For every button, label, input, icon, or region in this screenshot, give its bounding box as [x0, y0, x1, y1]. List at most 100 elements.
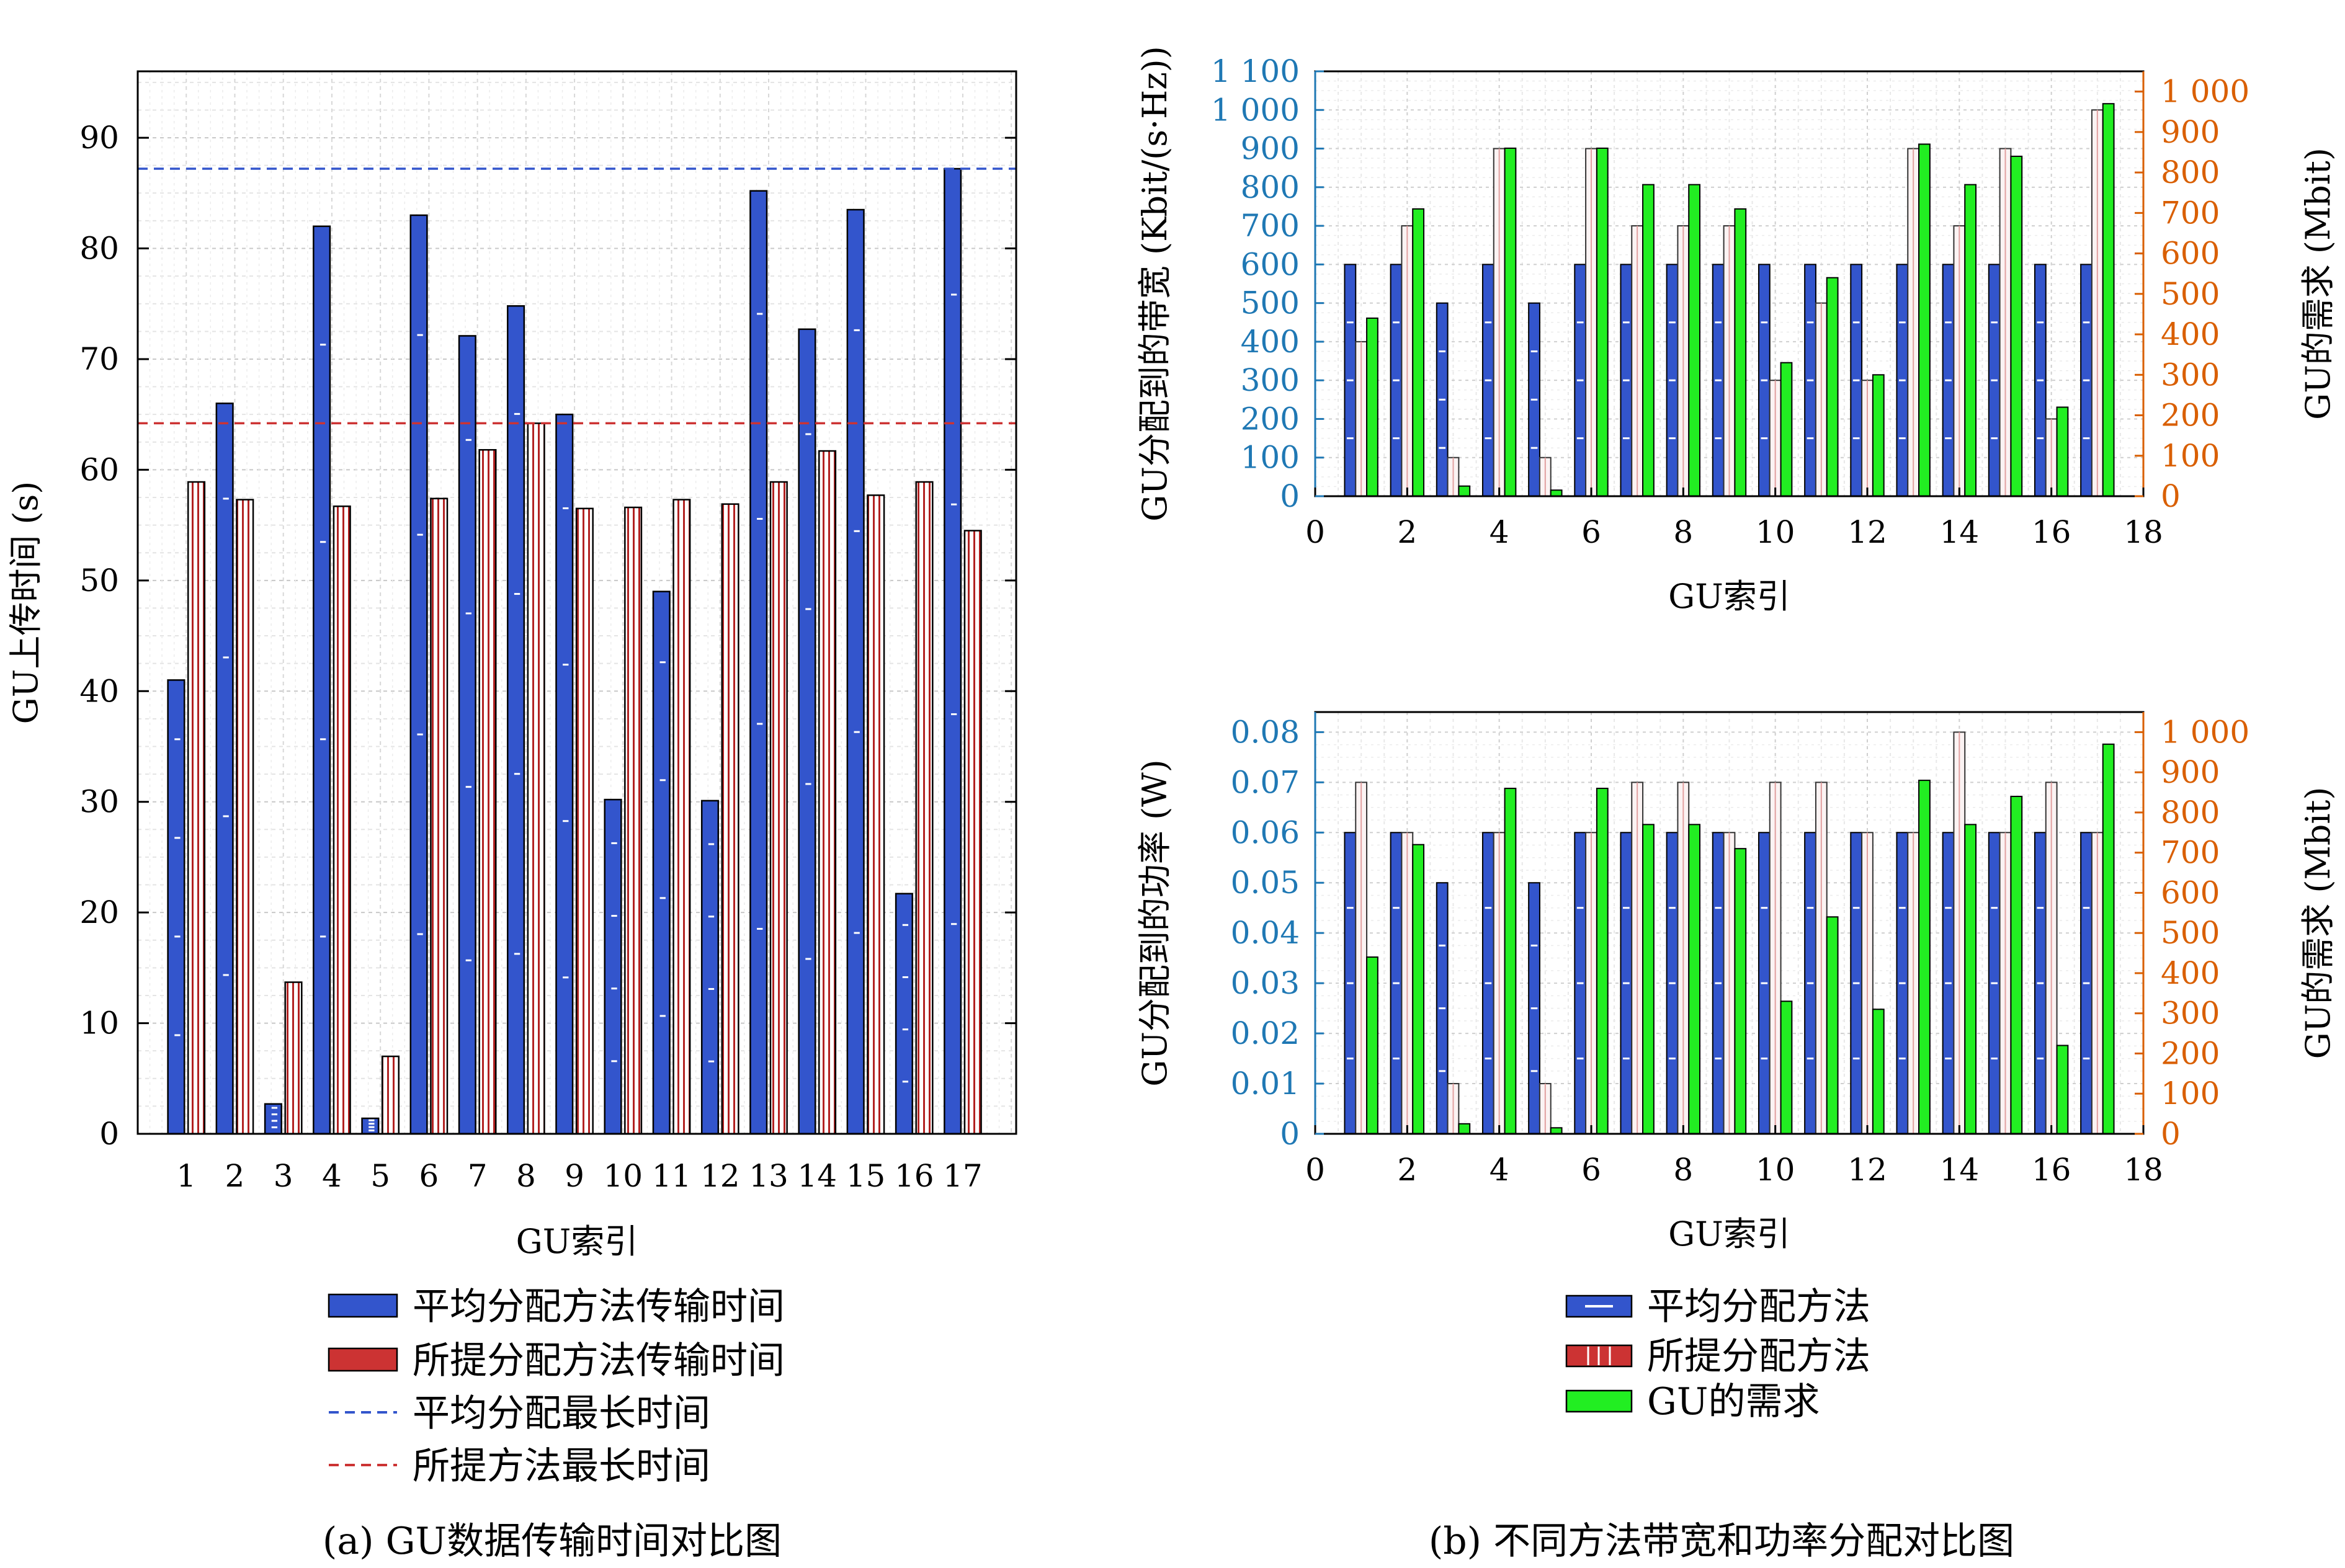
bar-average-9 [555, 413, 574, 1135]
y-tick-label-right: 400 [2161, 955, 2220, 991]
y-axis-label: GU上传时间 (s) [6, 481, 45, 724]
bar-demand [1412, 844, 1425, 1134]
x-axis-label: GU索引 [1668, 1214, 1790, 1254]
bar-proposed-2 [236, 499, 254, 1135]
bar-demand [1458, 485, 1471, 497]
x-tick-label: 8 [1673, 1152, 1693, 1188]
bar-demand [1872, 1009, 1885, 1134]
x-tick-label: 2 [1397, 1152, 1417, 1188]
bar-average-12 [700, 800, 720, 1135]
bar-demand [1826, 277, 1839, 497]
y-axis-label: GU分配到的功率 (W) [1135, 759, 1174, 1086]
bar-demand [1780, 362, 1793, 497]
y-tick-label: 60 [79, 452, 119, 488]
y-tick-label: 0.06 [1231, 814, 1300, 850]
bar-demand [1918, 143, 1931, 497]
x-tick-label: 9 [565, 1158, 584, 1194]
bar-proposed-7 [478, 449, 497, 1135]
bar-average-8 [507, 305, 525, 1135]
x-tick-label: 10 [1756, 1152, 1795, 1188]
chart-b-power: 0 2 4 6 8 10 12 14 16 1800.010.020.030.040.050.06… [1135, 711, 2338, 1254]
y-tick-label-right: 700 [2161, 195, 2220, 231]
y-tick-label: 100 [1241, 440, 1300, 476]
y-axis-label-right: GU的需求 (Mbit) [2298, 148, 2338, 420]
y-tick-label: 300 [1241, 362, 1300, 398]
bar-demand [1688, 184, 1701, 497]
y-tick-label: 0.01 [1231, 1066, 1300, 1102]
y-tick-label: 0.02 [1231, 1015, 1300, 1051]
bar-demand [1918, 780, 1931, 1134]
bar-average-15 [846, 208, 865, 1135]
x-tick-label: 12 [700, 1158, 740, 1194]
y-tick-label: 0 [1280, 1116, 1300, 1152]
bar-average-14 [798, 328, 816, 1135]
y-tick-label-right: 400 [2161, 316, 2220, 352]
x-tick-label: 3 [274, 1158, 293, 1194]
y-tick-label: 0.05 [1231, 865, 1300, 901]
y-axis-label-right: GU的需求 (Mbit) [2298, 787, 2338, 1059]
y-tick-label-right: 900 [2161, 754, 2220, 790]
x-tick-label: 14 [1940, 1152, 1980, 1188]
y-tick-label: 70 [79, 341, 119, 377]
legend-label: 所提分配方法传输时间 [413, 1339, 785, 1383]
y-tick-label-right: 100 [2161, 1076, 2220, 1111]
y-tick-label: 50 [79, 563, 119, 599]
y-tick-label-right: 1 000 [2161, 74, 2249, 110]
bar-demand [1412, 208, 1425, 497]
legend-label: 平均分配最长时间 [413, 1392, 710, 1435]
x-tick-label: 6 [419, 1158, 439, 1194]
y-tick-label: 40 [79, 673, 119, 709]
x-tick-label: 4 [1490, 514, 1509, 550]
legend-swatch-proposed [328, 1347, 398, 1372]
x-tick-label: 8 [516, 1158, 536, 1194]
y-tick-label-right: 600 [2161, 875, 2220, 911]
y-tick-label: 500 [1241, 285, 1300, 321]
legend-label: GU的需求 [1647, 1380, 1820, 1423]
bar-proposed-17 [963, 530, 982, 1135]
bar-demand [1504, 147, 1517, 497]
bar-demand [1504, 788, 1517, 1134]
x-tick-label: 1 [176, 1158, 196, 1194]
legend-label: 平均分配方法 [1647, 1285, 1870, 1329]
y-tick-label: 1 100 [1211, 53, 1300, 89]
x-tick-label: 6 [1581, 1152, 1601, 1188]
y-tick-label: 400 [1241, 324, 1300, 360]
y-tick-label-right: 200 [2161, 1035, 2220, 1071]
y-tick-label: 800 [1241, 169, 1300, 205]
legend-swatch-average [1565, 1294, 1633, 1318]
bar-demand [1964, 184, 1977, 497]
bar-demand [1734, 848, 1747, 1134]
x-tick-label: 13 [749, 1158, 788, 1194]
x-tick-label: 14 [797, 1158, 837, 1194]
x-tick-label: 5 [370, 1158, 390, 1194]
y-tick-label: 0.04 [1231, 915, 1300, 951]
x-tick-label: 8 [1673, 514, 1693, 550]
bar-demand [1780, 1000, 1793, 1135]
bar-demand [2010, 796, 2023, 1134]
legend-label: 所提分配方法 [1647, 1335, 1870, 1378]
y-tick-label: 0 [99, 1116, 119, 1152]
bar-proposed-3 [284, 981, 303, 1135]
bar-proposed-5 [381, 1055, 400, 1135]
y-tick-label: 0 [1280, 478, 1300, 514]
y-tick-label: 1 000 [1211, 92, 1300, 128]
x-tick-label: 4 [322, 1158, 342, 1194]
bar-average-1 [167, 679, 185, 1135]
x-tick-label: 16 [2032, 514, 2071, 550]
x-tick-label: 18 [2124, 514, 2163, 550]
chart-a: 1 2 3 4 5 6 7 8 9 10 11 12 13 14 15 16 17010203040506070… [6, 70, 1017, 1261]
x-tick-label: 16 [895, 1158, 934, 1194]
x-tick-label: 6 [1581, 514, 1601, 550]
bar-demand [1872, 374, 1885, 497]
bar-demand [1964, 824, 1977, 1135]
y-tick-label-right: 300 [2161, 996, 2220, 1031]
bar-average-13 [749, 190, 768, 1135]
bar-average-17 [944, 167, 962, 1135]
x-tick-label: 16 [2032, 1152, 2071, 1188]
x-tick-label: 17 [943, 1158, 983, 1194]
bar-demand [1366, 317, 1378, 497]
y-tick-label: 30 [79, 784, 119, 820]
legend-label: 所提方法最长时间 [413, 1445, 710, 1488]
